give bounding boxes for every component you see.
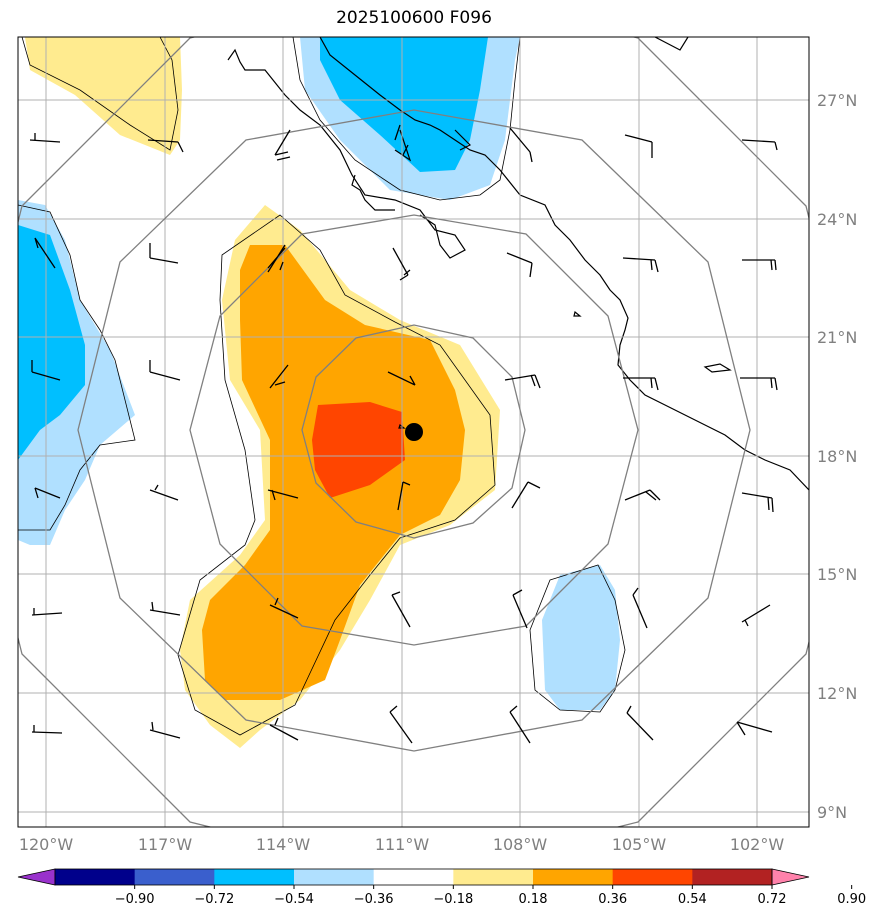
anomaly-contours xyxy=(18,37,626,736)
lat-label-12: 12°N xyxy=(817,684,857,703)
colorbar-segment xyxy=(533,869,614,885)
map-frame xyxy=(17,36,810,828)
lon-label-105: 105°W xyxy=(612,835,667,854)
negative-anomaly-region xyxy=(18,37,620,710)
lat-label-27: 27°N xyxy=(817,91,857,110)
storm-center-marker xyxy=(405,423,423,441)
colorbar-segment xyxy=(612,869,693,885)
lat-label-18: 18°N xyxy=(817,447,857,466)
lon-label-117: 117°W xyxy=(138,835,193,854)
colorbar-tick-label: −0.36 xyxy=(354,892,394,907)
range-rings xyxy=(18,37,809,827)
lat-label-15: 15°N xyxy=(817,565,857,584)
lon-label-102: 102°W xyxy=(730,835,785,854)
colorbar-tick-label: 0.72 xyxy=(758,892,787,907)
colorbar-ticks: −0.90 −0.72 −0.54 −0.36 −0.18 0.18 0.36 0.54 0.7… xyxy=(115,885,866,907)
colorbar-segment xyxy=(453,869,534,885)
map-title: 2025100600 F096 xyxy=(336,8,492,28)
colorbar-extend-high xyxy=(771,868,810,886)
colorbar-segment xyxy=(55,869,136,885)
positive-anomaly-region xyxy=(25,37,500,748)
lat-label-21: 21°N xyxy=(817,328,857,347)
colorbar-tick-label: −0.90 xyxy=(115,892,155,907)
lon-labels: 120°W 117°W 114°W 111°W 108°W 105°W 102°… xyxy=(19,835,785,854)
lon-label-108: 108°W xyxy=(493,835,548,854)
colorbar-segment xyxy=(692,869,773,885)
lon-label-111: 111°W xyxy=(375,835,430,854)
colorbar-segment xyxy=(214,869,295,885)
lon-label-114: 114°W xyxy=(256,835,311,854)
colorbar-outline xyxy=(54,868,773,886)
lat-label-24: 24°N xyxy=(817,210,857,229)
lat-labels: 27°N 24°N 21°N 18°N 15°N 12°N 9°N xyxy=(817,91,857,822)
wind-barbs xyxy=(29,124,778,744)
colorbar-tick-label: 0.54 xyxy=(678,892,707,907)
map-area xyxy=(18,37,809,827)
gridlines xyxy=(18,37,809,827)
colorbar-segments xyxy=(55,869,773,885)
colorbar-extend-low xyxy=(17,868,56,886)
lat-label-9: 9°N xyxy=(817,803,847,822)
colorbar-tick-label: −0.54 xyxy=(274,892,314,907)
colorbar-tick-label: 0.36 xyxy=(598,892,627,907)
coastline xyxy=(227,37,809,491)
lon-label-120: 120°W xyxy=(19,835,74,854)
colorbar-tick-label: 0.90 xyxy=(837,892,866,907)
colorbar-tick-label: −0.18 xyxy=(433,892,473,907)
colorbar-segment xyxy=(134,869,215,885)
colorbar-tick-label: −0.72 xyxy=(194,892,234,907)
colorbar-tick-label: 0.18 xyxy=(519,892,548,907)
colorbar-segment xyxy=(294,869,375,885)
colorbar: −0.90 −0.72 −0.54 −0.36 −0.18 0.18 0.36 0.54 0.7… xyxy=(17,868,866,907)
colorbar-segment xyxy=(373,869,454,885)
